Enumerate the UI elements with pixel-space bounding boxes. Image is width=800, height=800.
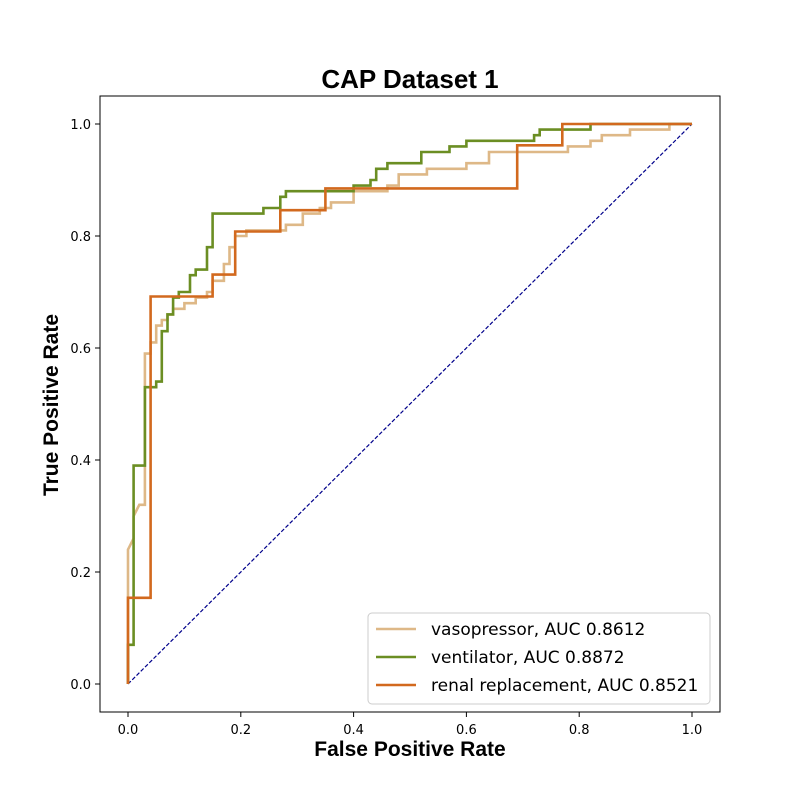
y-axis-ticks: 0.0 0.2 0.4 0.6 0.8 1.0 bbox=[70, 118, 100, 693]
x-axis-ticks: 0.0 0.2 0.4 0.6 0.8 1.0 bbox=[118, 712, 703, 738]
y-tick-label: 0.2 bbox=[70, 566, 91, 581]
x-tick-label: 0.2 bbox=[230, 723, 251, 738]
legend: vasopressor, AUC 0.8612 ventilator, AUC 0… bbox=[367, 612, 711, 705]
x-tick-label: 0.8 bbox=[569, 723, 590, 738]
x-tick-label: 1.0 bbox=[682, 723, 703, 738]
y-tick-label: 0.0 bbox=[70, 678, 91, 693]
series-line-1 bbox=[126, 122, 692, 684]
chance-diagonal bbox=[127, 123, 693, 685]
plot-frame bbox=[99, 95, 721, 713]
series-line-3 bbox=[126, 122, 692, 684]
y-tick-label: 0.4 bbox=[70, 454, 91, 469]
legend-label: vasopressor, AUC 0.8612 bbox=[431, 620, 645, 640]
y-tick-label: 0.6 bbox=[70, 342, 91, 357]
roc-lines bbox=[126, 122, 693, 685]
y-tick-label: 1.0 bbox=[70, 118, 91, 133]
legend-label: renal replacement, AUC 0.8521 bbox=[431, 676, 698, 696]
x-tick-label: 0.6 bbox=[456, 723, 477, 738]
chart-title: CAP Dataset 1 bbox=[321, 64, 498, 94]
x-tick-label: 0.4 bbox=[343, 723, 364, 738]
y-tick-label: 0.8 bbox=[70, 230, 91, 245]
legend-box bbox=[367, 612, 711, 705]
legend-label: ventilator, AUC 0.8872 bbox=[431, 648, 625, 668]
x-tick-label: 0.0 bbox=[118, 723, 139, 738]
y-axis-label: True Positive Rate bbox=[40, 314, 63, 496]
series-line-2 bbox=[126, 122, 692, 684]
x-axis-label: False Positive Rate bbox=[314, 738, 505, 761]
